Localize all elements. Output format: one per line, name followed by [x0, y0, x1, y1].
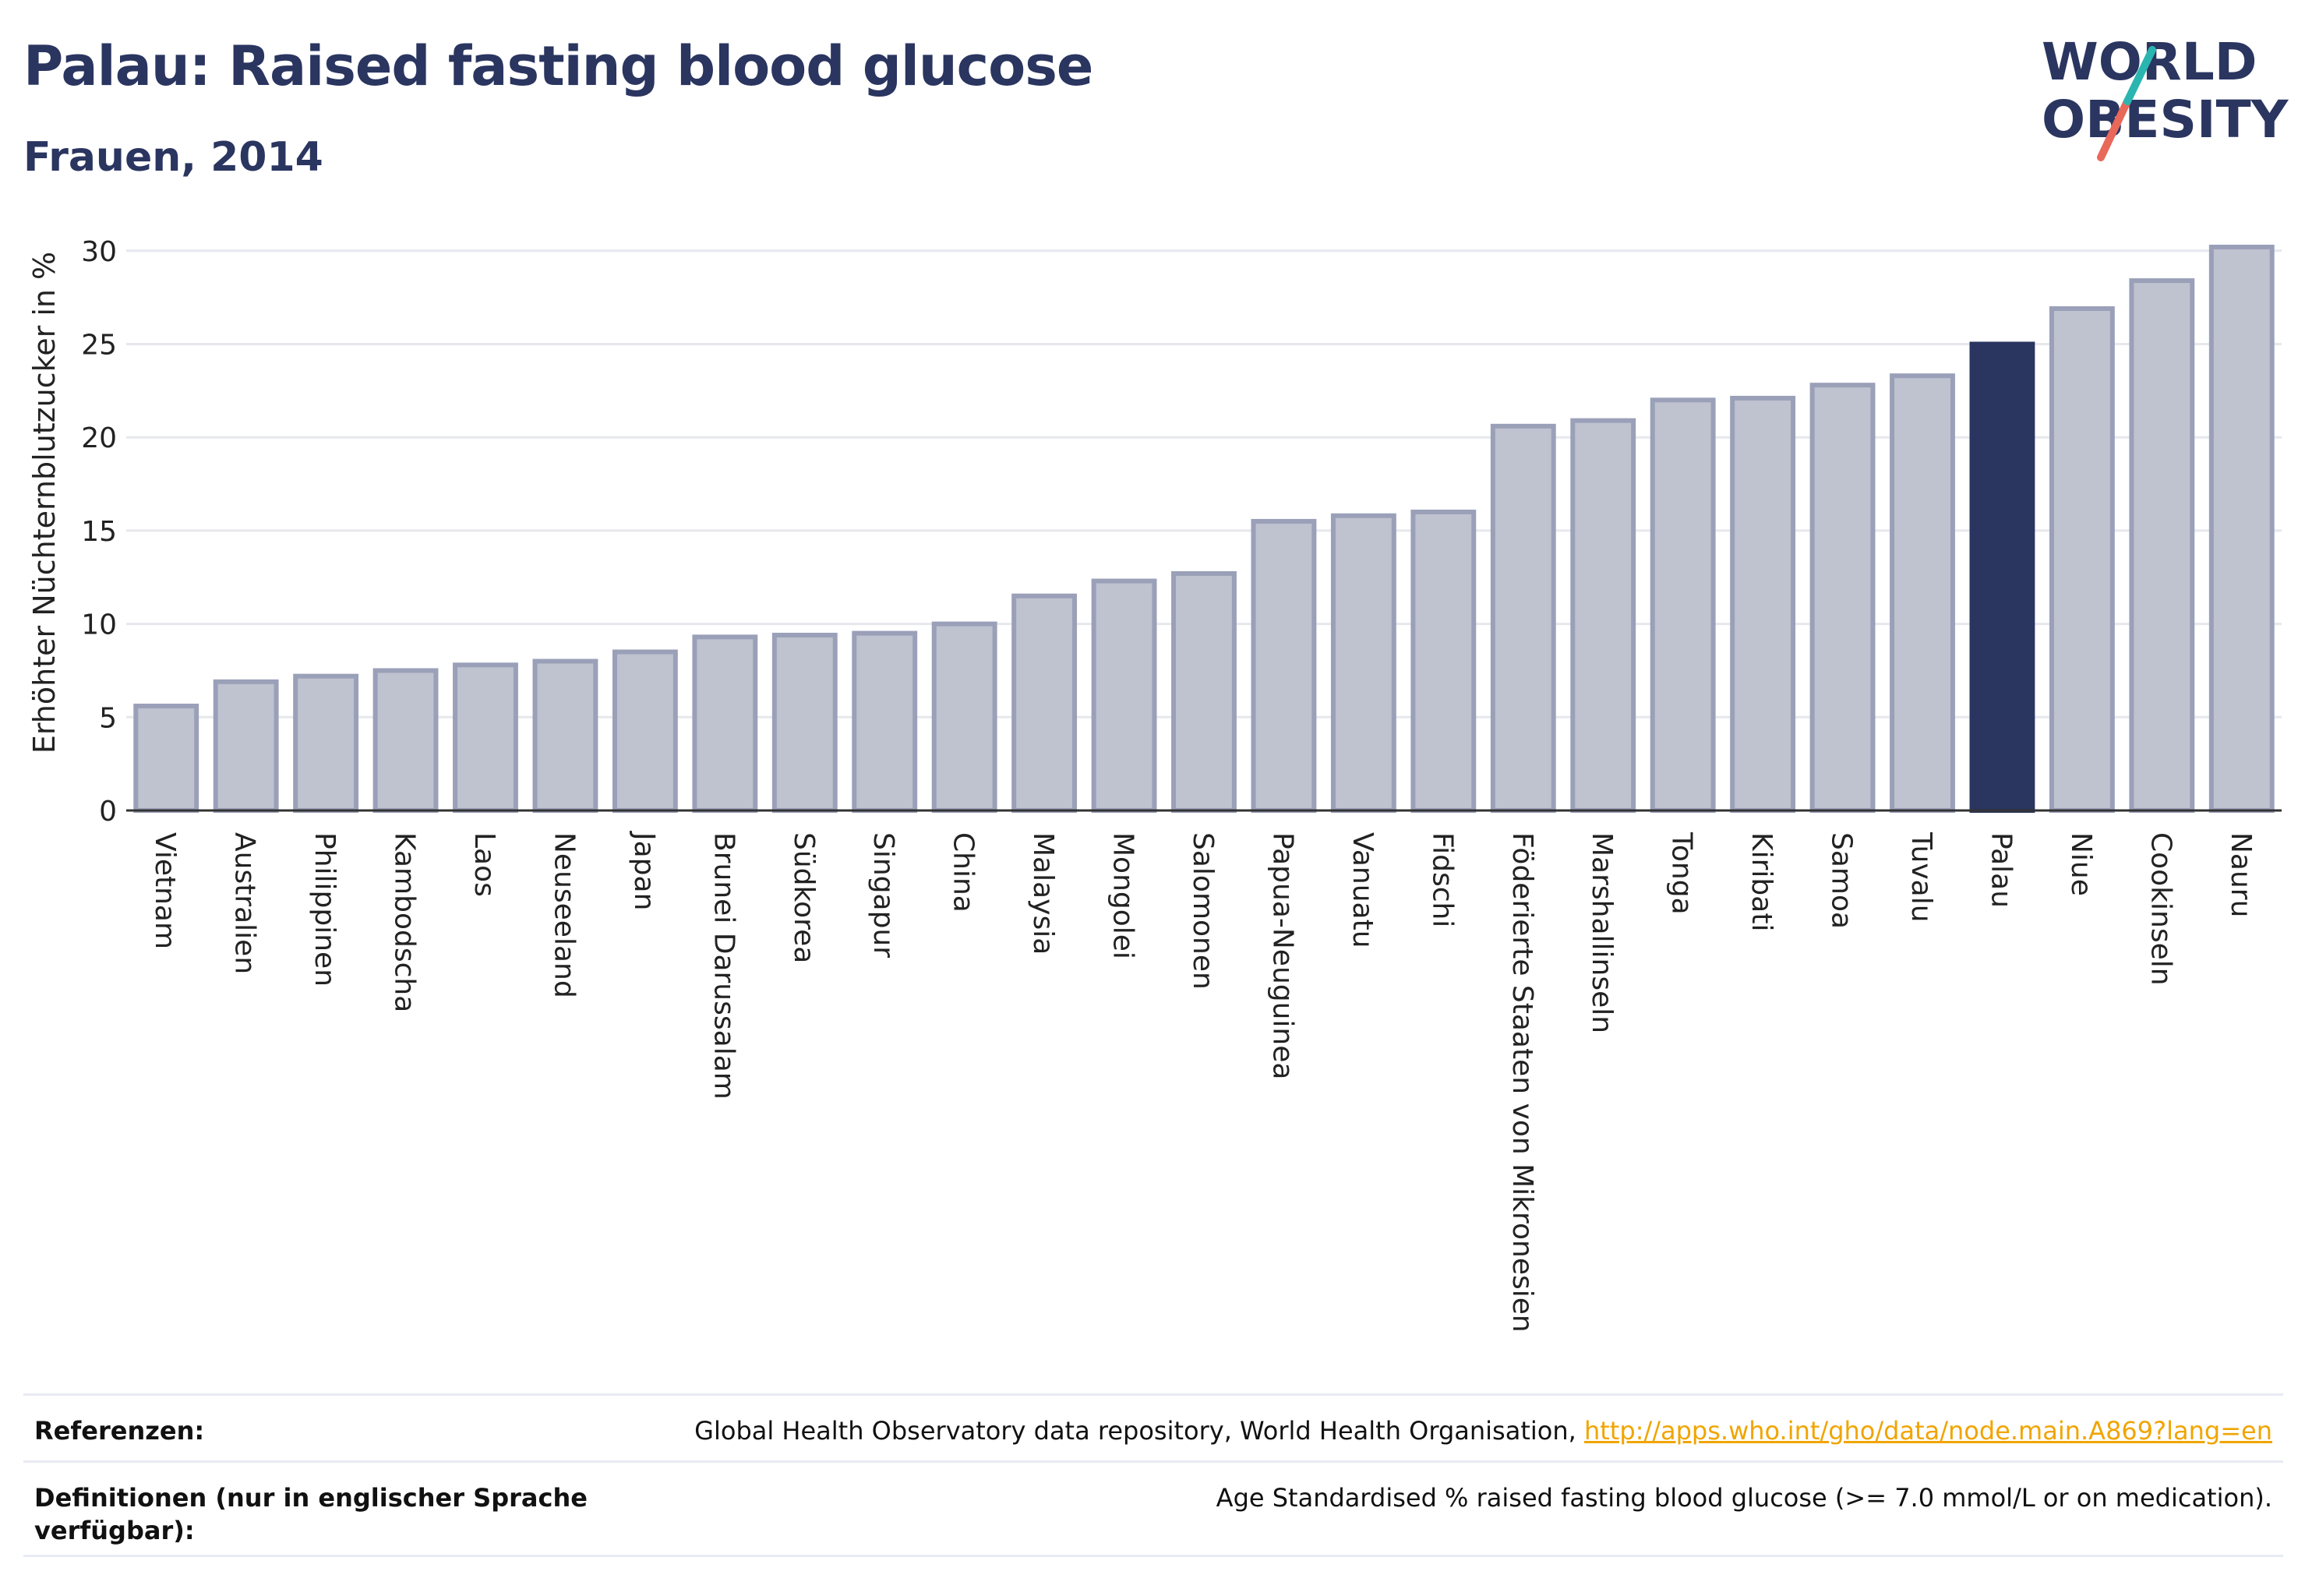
bar — [1809, 383, 1876, 813]
logo-slash-red — [2097, 97, 2131, 161]
x-tick-label: Japan — [628, 831, 660, 910]
logo-slash-teal — [2123, 46, 2156, 105]
bars — [133, 245, 2275, 814]
bar — [453, 662, 518, 813]
x-tick-label: Tonga — [1666, 832, 1698, 915]
bar — [293, 673, 359, 814]
bar — [1251, 518, 1317, 813]
x-tick-label: Malaysia — [1027, 832, 1059, 955]
bar — [771, 632, 838, 813]
bar — [692, 634, 758, 813]
definitions-value: Age Standardised % raised fasting blood … — [1216, 1483, 2272, 1513]
references-text: Global Health Observatory data repositor… — [694, 1416, 1584, 1446]
bar — [133, 703, 199, 813]
x-tick-label: Neuseeland — [548, 832, 580, 998]
bar — [532, 659, 598, 813]
x-tick-label: Philippinen — [309, 832, 341, 987]
definitions-label: Definitionen (nur in englischer Sprache … — [34, 1483, 588, 1545]
bar — [1330, 513, 1396, 813]
logo-line2: OBESITY — [2042, 90, 2289, 150]
bar — [2208, 245, 2275, 813]
x-tick-label: Palau — [1985, 832, 2017, 908]
x-tick-label: Papua-Neuguinea — [1266, 832, 1298, 1079]
x-tick-label: Tuvalu — [1905, 832, 1937, 923]
y-tick-label: 20 — [81, 422, 117, 454]
x-tick-label: Vanuatu — [1347, 832, 1378, 948]
references-label: Referenzen: — [34, 1416, 205, 1446]
bar — [1490, 423, 1556, 813]
y-tick-label: 10 — [81, 609, 117, 641]
bar — [372, 668, 439, 813]
bar — [1570, 418, 1636, 813]
references-row: Referenzen: Global Health Observatory da… — [23, 1393, 2283, 1460]
x-tick-label: Nauru — [2225, 832, 2257, 917]
x-tick-label: Föderierte Staaten von Mikronesien — [1506, 832, 1538, 1333]
x-tick-label: Samoa — [1826, 832, 1858, 929]
x-tick-label: Vietnam — [149, 832, 181, 949]
bar — [1171, 570, 1237, 814]
bar — [213, 679, 279, 814]
page-subtitle: Frauen, 2014 — [23, 134, 323, 181]
references-table: Referenzen: Global Health Observatory da… — [23, 1393, 2283, 1557]
bar — [1011, 593, 1078, 813]
x-tick-label: Niue — [2065, 832, 2097, 896]
y-tick-label: 5 — [99, 702, 117, 734]
definitions-row: Definitionen (nur in englischer Sprache … — [23, 1460, 2283, 1557]
x-tick-label: Fidschi — [1426, 832, 1458, 927]
bar-chart: 0 5 10 15 20 25 30 Vietnam Australien Philippine… — [27, 236, 2282, 1333]
x-tick-label: Brunei Darussalam — [708, 832, 740, 1100]
bar — [931, 621, 997, 813]
x-tick-label: Cookinseln — [2144, 832, 2176, 986]
bar — [1650, 397, 1716, 813]
x-tick-label: Südkorea — [788, 832, 820, 963]
x-tick-label: Australien — [229, 832, 261, 974]
x-tick-label: Singapur — [867, 832, 899, 958]
world-obesity-logo: WORLD OBESITY — [2042, 32, 2289, 161]
bar — [1410, 509, 1477, 813]
y-tick-labels: 0 5 10 15 20 25 30 — [81, 236, 117, 828]
bar — [1091, 578, 1157, 814]
y-tick-label: 15 — [81, 516, 117, 548]
x-tick-label: Laos — [468, 832, 500, 897]
x-tick-label: Kiribati — [1746, 832, 1777, 931]
bar — [1890, 373, 1955, 814]
bar — [612, 649, 678, 814]
bar — [2129, 278, 2195, 813]
x-tick-label: China — [948, 832, 980, 913]
x-tick-label: Salomonen — [1187, 832, 1219, 990]
x-tick-label: Marshallinseln — [1586, 832, 1618, 1033]
y-tick-label: 25 — [81, 329, 117, 361]
references-value: Global Health Observatory data repositor… — [694, 1414, 2272, 1447]
references-link[interactable]: http://apps.who.int/gho/data/node.main.A… — [1583, 1416, 2272, 1446]
x-tick-label: Mongolei — [1107, 832, 1139, 959]
x-tick-labels: Vietnam Australien Philippinen Kambodscha La… — [149, 831, 2257, 1333]
y-axis-label: Erhöhter Nüchternblutzucker in % — [27, 252, 62, 754]
x-tick-label: Kambodscha — [389, 832, 421, 1012]
page-title: Palau: Raised fasting blood glucose — [23, 34, 1093, 98]
y-tick-label: 30 — [81, 236, 117, 268]
bar — [1730, 395, 1796, 813]
bar — [852, 630, 918, 813]
y-tick-label: 0 — [99, 796, 117, 828]
bar-highlight — [1969, 341, 2035, 813]
bar — [2049, 306, 2115, 814]
